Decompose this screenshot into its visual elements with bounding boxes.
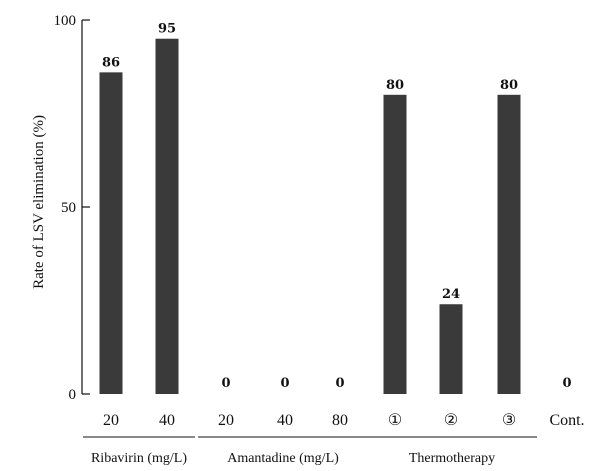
- group-label: Thermotherapy: [409, 451, 495, 466]
- x-category-label: 40: [277, 412, 293, 429]
- x-category-label: Cont.: [549, 412, 584, 429]
- bar-value-label: 0: [221, 376, 230, 391]
- bar: [155, 38, 179, 394]
- x-category-label: ②: [444, 412, 458, 429]
- bar-value-label: 86: [102, 55, 120, 70]
- bar: [383, 94, 407, 395]
- x-category-label: 80: [332, 412, 348, 429]
- x-category-label: ③: [502, 412, 516, 429]
- bar-value-label: 0: [335, 376, 344, 391]
- x-category-label: 20: [103, 412, 119, 429]
- bar-value-label: 0: [280, 376, 289, 391]
- bar-value-label: 80: [386, 78, 404, 93]
- x-category-label: 40: [159, 412, 175, 429]
- y-tick-label: 50: [61, 200, 76, 216]
- x-category-label: ①: [388, 412, 402, 429]
- bar-value-label: 95: [158, 22, 176, 37]
- bar: [497, 94, 521, 395]
- y-axis-label: Rate of LSV elimination (%): [31, 115, 47, 289]
- x-category-label: 20: [218, 412, 234, 429]
- bar-value-label: 80: [500, 78, 518, 93]
- bar-value-label: 24: [442, 287, 460, 302]
- group-label: Amantadine (mg/L): [227, 451, 339, 466]
- bar-value-label: 0: [562, 376, 571, 391]
- bar: [439, 304, 463, 394]
- y-tick-label: 100: [54, 13, 77, 29]
- group-label: Ribavirin (mg/L): [91, 451, 187, 466]
- y-tick-label: 0: [69, 387, 77, 403]
- bar: [99, 72, 123, 395]
